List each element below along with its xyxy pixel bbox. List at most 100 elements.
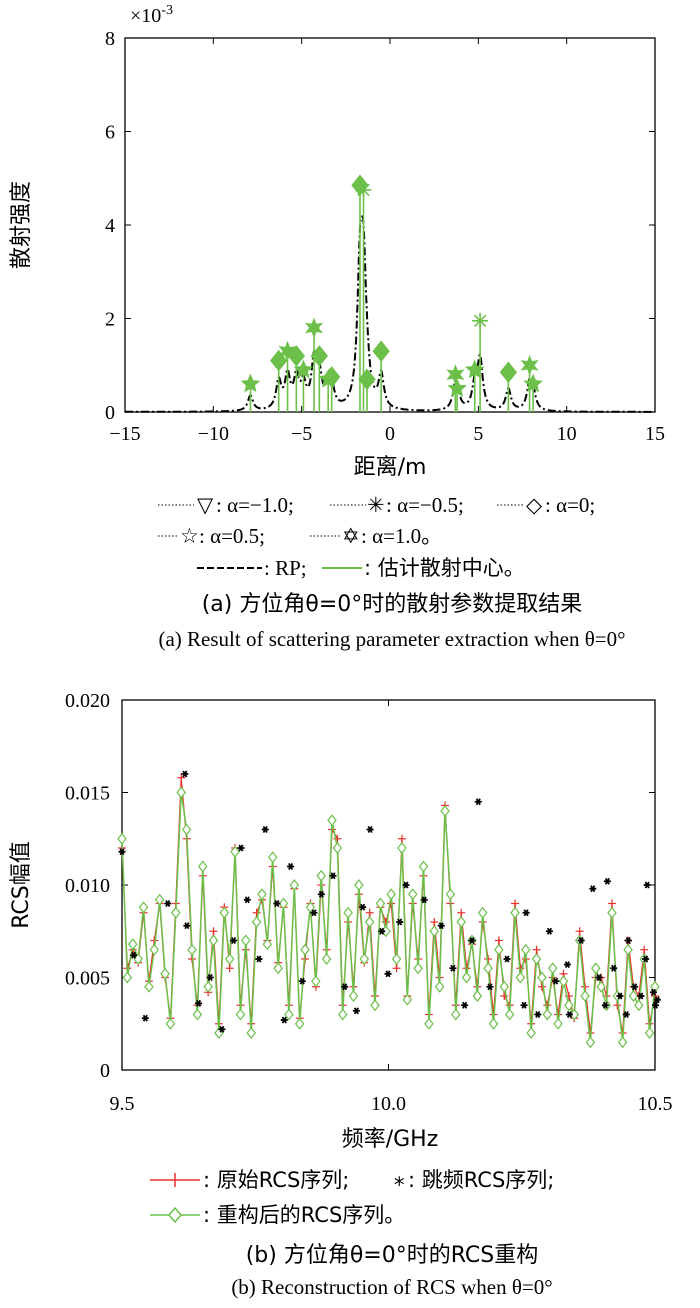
hop-rcs-marker [164, 900, 172, 907]
original-rcs-marker [500, 992, 509, 1000]
chart-b-caption-cn: (b) 方位角θ=0°时的RCS重构 [246, 1243, 539, 1268]
hop-rcs-marker [141, 1014, 149, 1022]
recon-rcs-marker [203, 980, 213, 993]
x-tick-label: 10 [557, 423, 577, 445]
recon-rcs-marker [644, 1027, 655, 1039]
asterisk-stroke [288, 863, 294, 870]
asterisk-stroke [357, 183, 370, 197]
scatter-center-marker [523, 373, 543, 393]
asterisk-stroke [623, 1011, 629, 1018]
recon-rcs-marker [461, 971, 472, 984]
asterisk-stroke [244, 896, 250, 904]
original-rcs-marker [365, 908, 374, 917]
recon-rcs-marker [542, 1008, 553, 1021]
asterisk-stroke [142, 1014, 148, 1022]
recon-rcs-marker [623, 943, 633, 956]
original-rcs-marker [430, 918, 439, 926]
scatter-center-marker [447, 378, 467, 397]
asterisk-stroke [342, 983, 348, 991]
scatter-center-marker [355, 181, 372, 198]
recon-rcs-marker [521, 943, 531, 956]
asterisk-stroke [602, 1001, 608, 1009]
asterisk-stroke [469, 937, 475, 944]
asterisk-stroke [546, 927, 552, 935]
hop-rcs-marker [520, 1001, 528, 1009]
hop-rcs-marker [534, 1011, 542, 1018]
asterisk-stroke [353, 1007, 359, 1015]
chart-a-ylabel: 散射强度 [9, 181, 34, 269]
recon-rcs-marker [138, 901, 149, 914]
original-rcs-marker [397, 834, 406, 843]
recon-rcs-marker [321, 953, 332, 965]
asterisk-stroke [119, 848, 125, 856]
recon-rcs-marker [451, 1008, 461, 1021]
chart-a-legend: ▽ : α=−1.0; ✳ : α=−0.5; ◇ : α=0; ☆ : α=0… [158, 493, 595, 580]
recon-rcs-marker [617, 1036, 628, 1049]
y-tick-label: 2 [105, 309, 115, 331]
recon-rcs-marker [472, 990, 483, 1002]
original-rcs-marker [607, 899, 616, 908]
recon-rcs-marker [515, 971, 526, 984]
legend-label: : α=0; [545, 493, 595, 517]
hop-rcs-marker [461, 1001, 469, 1009]
hop-rcs-marker [631, 983, 639, 991]
x-tick-label: 5 [473, 423, 483, 445]
hop-rcs-marker [287, 863, 295, 870]
recon-rcs-marker [634, 999, 644, 1012]
asterisk-stroke [644, 881, 650, 889]
recon-rcs-marker [628, 990, 639, 1002]
recon-rcs-marker [230, 845, 240, 858]
asterisk-stroke [397, 918, 403, 926]
recon-rcs-marker [224, 953, 235, 965]
recon-rcs-marker [397, 842, 407, 854]
original-rcs-marker [532, 945, 541, 954]
original-rcs-marker [381, 918, 390, 926]
asterisk-stroke [403, 881, 409, 889]
x-tick-label: 10.0 [371, 1093, 406, 1115]
recon-rcs-marker [483, 962, 493, 975]
original-rcs-marker [177, 773, 186, 782]
scatter-center-marker [358, 368, 376, 391]
x-tick-label: −10 [198, 423, 229, 445]
recon-rcs-marker [407, 888, 418, 901]
recon-rcs-marker [262, 938, 273, 951]
hop-rcs-marker [243, 896, 251, 904]
recon-rcs-marker [289, 879, 300, 891]
hop-rcs-marker [237, 844, 245, 852]
recon-rcs-marker [154, 893, 165, 906]
y-tick-label: 6 [105, 122, 115, 144]
hop-rcs-marker [637, 992, 645, 1000]
recon-rcs-line [121, 792, 656, 1043]
hop-rcs-marker [651, 1001, 659, 1009]
legend-label: : 跳频RCS序列; [408, 1168, 554, 1192]
asterisk-stroke [207, 974, 213, 981]
x-tick-label: 0 [385, 423, 395, 445]
hop-rcs-marker [545, 927, 553, 935]
y-tick-label: 0 [105, 402, 115, 424]
hop-rcs-marker [649, 988, 657, 996]
chart-a-plot-frame [124, 37, 656, 413]
hop-rcs-marker [402, 881, 410, 889]
recon-rcs-marker [418, 860, 429, 873]
recon-rcs-marker [311, 975, 321, 988]
recon-rcs-marker [273, 962, 283, 975]
recon-rcs-marker [607, 906, 617, 919]
y-tick-label: 4 [105, 215, 115, 237]
original-rcs-marker [252, 908, 261, 917]
asterisk-stroke [578, 937, 584, 944]
hop-rcs-marker [486, 983, 494, 991]
hop-rcs-marker [552, 977, 560, 985]
recon-rcs-marker [391, 953, 402, 965]
recon-rcs-marker [246, 1027, 256, 1039]
recon-rcs-marker [117, 832, 127, 845]
hop-rcs-marker [589, 885, 597, 893]
recon-rcs-marker [424, 1017, 434, 1030]
recon-rcs-marker [300, 943, 310, 956]
recon-rcs-marker [591, 962, 601, 975]
asterisk-stroke [379, 927, 385, 935]
asterisk-stroke [632, 983, 638, 991]
hop-rcs-marker [522, 909, 530, 917]
chart-a-exponent-label: ×10-3 [130, 3, 173, 27]
hop-rcs-marker [642, 955, 650, 963]
recon-rcs-marker [343, 906, 353, 919]
